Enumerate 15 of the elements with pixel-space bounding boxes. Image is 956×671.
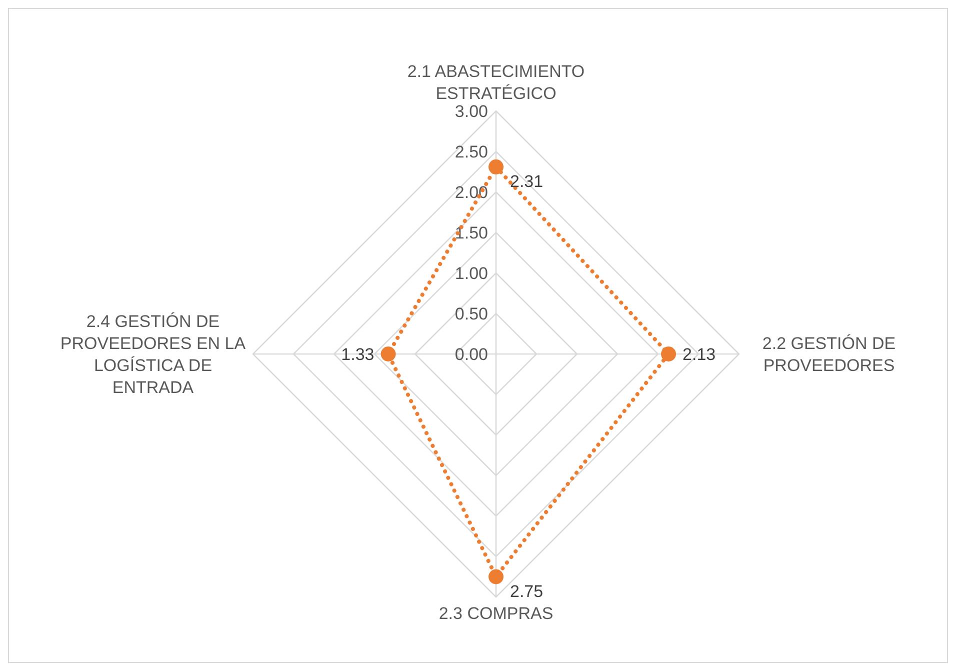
spoke-label: 2.1 ABASTECIMIENTO ESTRATÉGICO [407, 62, 585, 103]
data-label: 2.13 [682, 345, 716, 364]
data-label: 2.31 [510, 172, 544, 191]
spoke-label: 2.2 GESTIÓN DE PROVEEDORES [762, 334, 896, 375]
y-tick-label: 2.00 [454, 183, 488, 202]
spoke-label: 2.4 GESTIÓN DE PROVEEDORES EN LA LOGÍSTICA DE ENTRADA [60, 312, 246, 397]
y-tick-label: 1.00 [454, 264, 488, 283]
data-label: 2.75 [510, 582, 544, 601]
y-tick-label: 0.50 [454, 304, 488, 324]
y-tick-label: 0.00 [454, 345, 488, 364]
y-tick-label: 3.00 [454, 102, 488, 121]
y-tick-label: 2.50 [454, 142, 488, 162]
y-tick-label: 1.50 [454, 224, 488, 242]
data-label: 1.33 [341, 345, 374, 364]
spoke-label: 2.3 COMPRAS [438, 604, 554, 623]
